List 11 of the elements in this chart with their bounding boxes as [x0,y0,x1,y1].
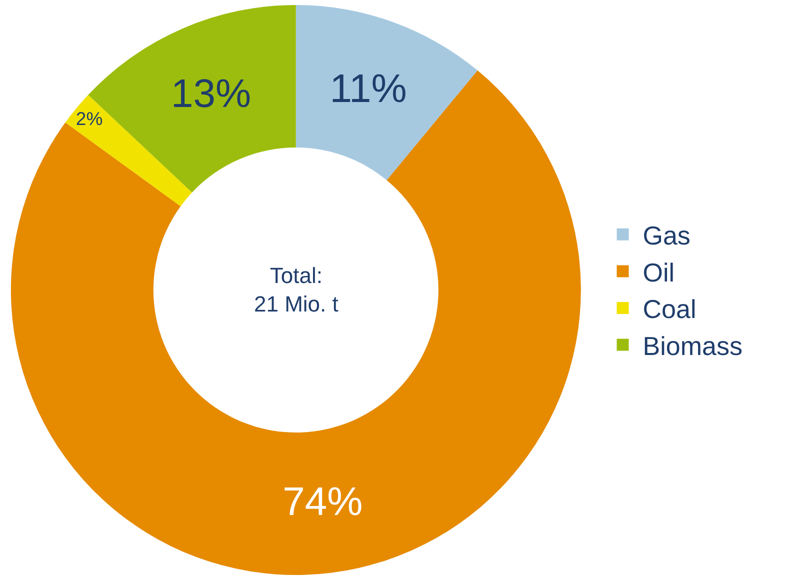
text: Total: 21 Mio. t [254,263,338,317]
donut-slice [10,70,581,575]
legend-label: Biomass [642,330,742,361]
donut-slice [296,5,478,180]
data-label: 11% [330,66,407,111]
legend-label: Coal [642,294,696,324]
legend-label: Oil [642,257,675,288]
legend-label: Gas [642,220,690,251]
data-label: 13% [170,72,252,116]
data-label: 74% [282,480,363,524]
data-label: 2% [76,108,103,130]
